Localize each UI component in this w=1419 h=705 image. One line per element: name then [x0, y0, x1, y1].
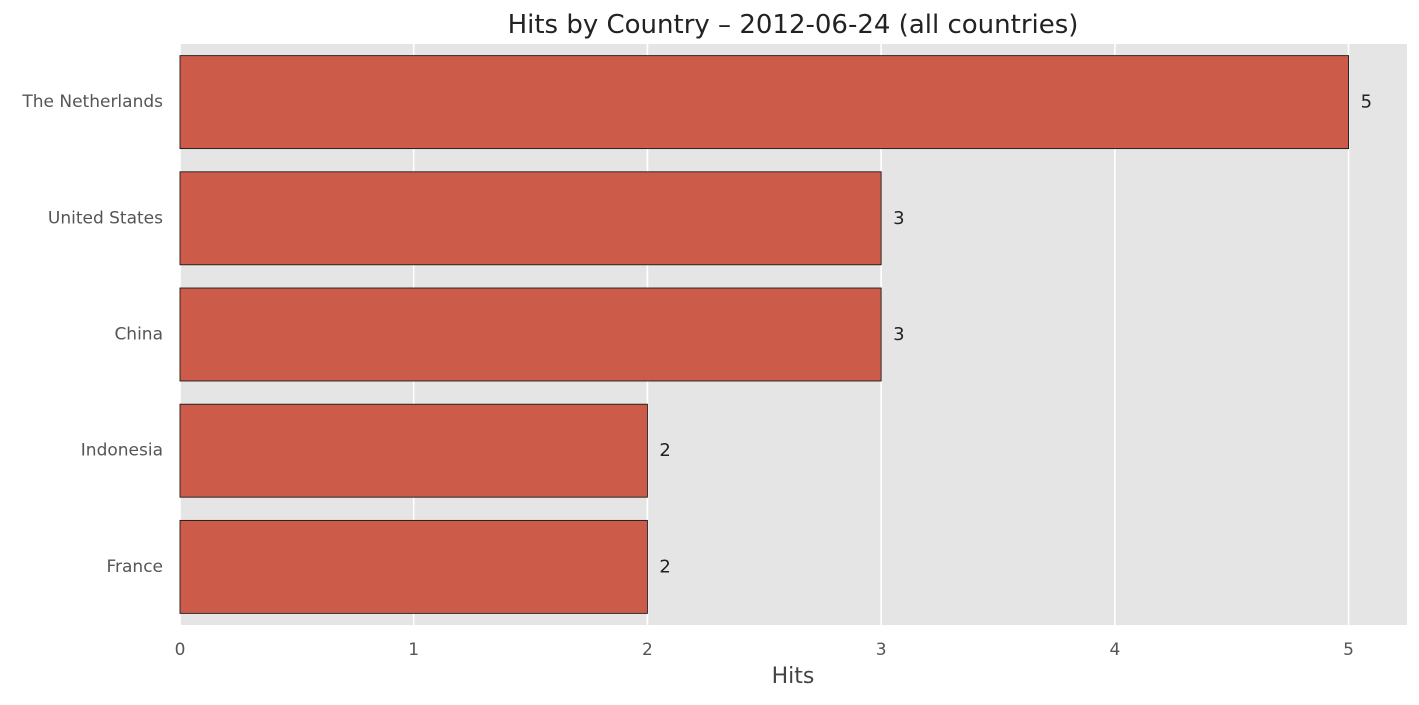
bar-united-states — [179, 171, 882, 266]
y-tick-label-united-states: United States — [48, 208, 163, 228]
chart-title: Hits by Country – 2012-06-24 (all countr… — [508, 10, 1079, 40]
x-tick-label-4: 4 — [1109, 640, 1120, 660]
data-label-united-states: 3 — [893, 208, 904, 229]
bars — [179, 55, 1350, 614]
y-axis-tick-labels: The Netherlands United States China Indones… — [21, 92, 163, 577]
bar-the-netherlands — [179, 55, 1350, 150]
x-tick-label-0: 0 — [175, 640, 186, 660]
x-tick-label-5: 5 — [1343, 640, 1354, 660]
y-tick-label-china: China — [114, 325, 163, 345]
data-label-indonesia: 2 — [659, 440, 670, 461]
y-tick-label-the-netherlands: The Netherlands — [21, 92, 163, 112]
y-tick-label-indonesia: Indonesia — [81, 441, 163, 461]
x-tick-label-1: 1 — [408, 640, 419, 660]
data-label-france: 2 — [659, 556, 670, 577]
x-axis-label: Hits — [772, 664, 815, 689]
data-label-china: 3 — [893, 324, 904, 345]
x-tick-label-2: 2 — [642, 640, 653, 660]
bar-france — [179, 519, 648, 614]
x-axis-tick-labels: 0 1 2 3 4 5 — [175, 640, 1354, 660]
data-label-the-netherlands: 5 — [1361, 92, 1372, 113]
bar-indonesia — [179, 403, 648, 498]
bar-china — [179, 287, 882, 382]
data-labels: 5 3 3 2 2 — [659, 92, 1372, 578]
y-tick-label-france: France — [106, 557, 163, 577]
x-tick-label-3: 3 — [876, 640, 887, 660]
